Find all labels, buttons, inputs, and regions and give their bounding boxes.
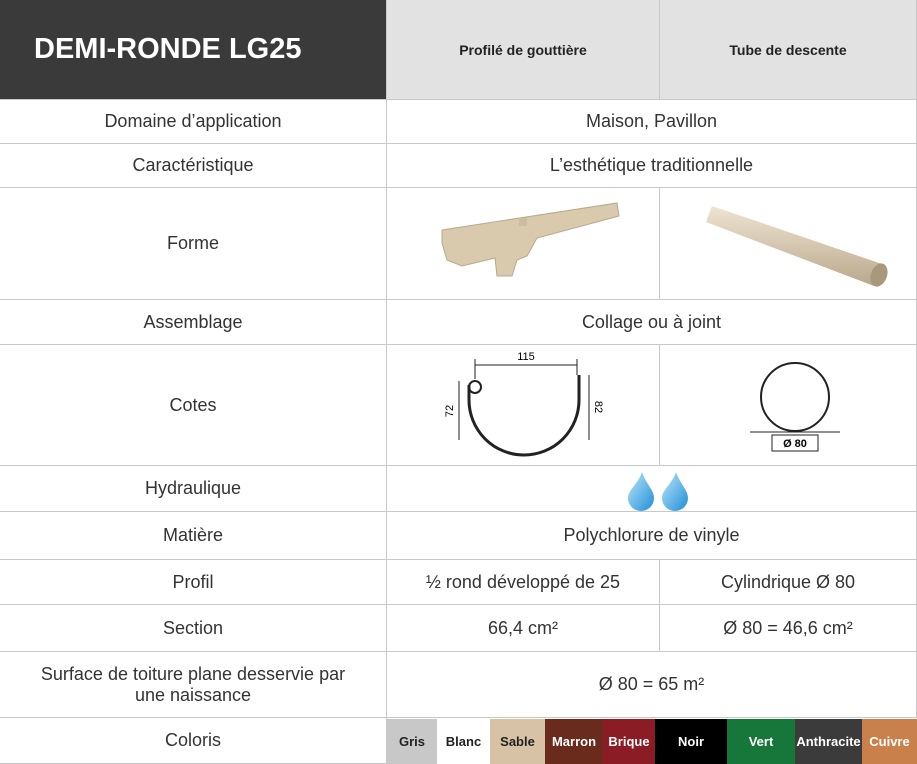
table-title: DEMI-RONDE LG25 <box>0 0 387 100</box>
color-swatch: Noir <box>655 719 727 764</box>
dimension: 72 <box>444 405 456 417</box>
row-label: Domaine d’application <box>0 100 387 144</box>
column-header: Tube de descente <box>660 0 917 100</box>
row-cell <box>660 345 917 466</box>
row-cell: 66,4 cm² <box>387 605 660 652</box>
pipe-diagram: Ø 80 <box>750 362 840 452</box>
row-label: Profil <box>0 560 387 605</box>
row-label: Cotes <box>0 345 387 466</box>
row-label: Assemblage <box>0 300 387 345</box>
row-value: Polychlorure de vinyle <box>387 512 917 560</box>
gutter-diagram: 115 72 82 <box>444 351 604 457</box>
row-value: Collage ou à joint <box>387 300 917 345</box>
row-label: Forme <box>0 188 387 300</box>
row-value: Maison, Pavillon <box>387 100 917 144</box>
row-value: L’esthétique traditionnelle <box>387 144 917 188</box>
color-swatch: Gris <box>387 719 437 764</box>
row-cell <box>387 188 660 300</box>
dimension: 82 <box>592 401 604 413</box>
row-value <box>387 466 917 512</box>
row-label: Coloris <box>0 718 387 764</box>
color-swatch: Anthracite <box>795 719 862 764</box>
row-label: Surface de toiture plane desservie par u… <box>0 652 387 718</box>
color-swatch: Marron <box>545 719 603 764</box>
row-label: Section <box>0 605 387 652</box>
color-swatch: Vert <box>727 719 795 764</box>
dimension: 115 <box>517 351 535 363</box>
column-header: Profilé de gouttière <box>387 0 660 100</box>
pipe-image <box>706 206 888 287</box>
hydraulic-icon <box>628 472 688 511</box>
color-swatch: Brique <box>603 719 655 764</box>
row-cell <box>387 345 660 466</box>
row-cell: Ø 80 = 46,6 cm² <box>660 605 917 652</box>
color-swatch: Cuivre <box>862 719 917 764</box>
row-label: Caractéristique <box>0 144 387 188</box>
dimension: Ø 80 <box>783 438 807 450</box>
color-swatch: Sable <box>490 719 545 764</box>
row-cell: ½ rond développé de 25 <box>387 560 660 605</box>
row-value: Ø 80 = 65 m² <box>387 652 917 718</box>
gutter-image <box>441 202 620 277</box>
row-cell: Cylindrique Ø 80 <box>660 560 917 605</box>
color-swatch: Blanc <box>437 719 490 764</box>
row-label: Matière <box>0 512 387 560</box>
row-cell <box>660 188 917 300</box>
row-label: Hydraulique <box>0 466 387 512</box>
